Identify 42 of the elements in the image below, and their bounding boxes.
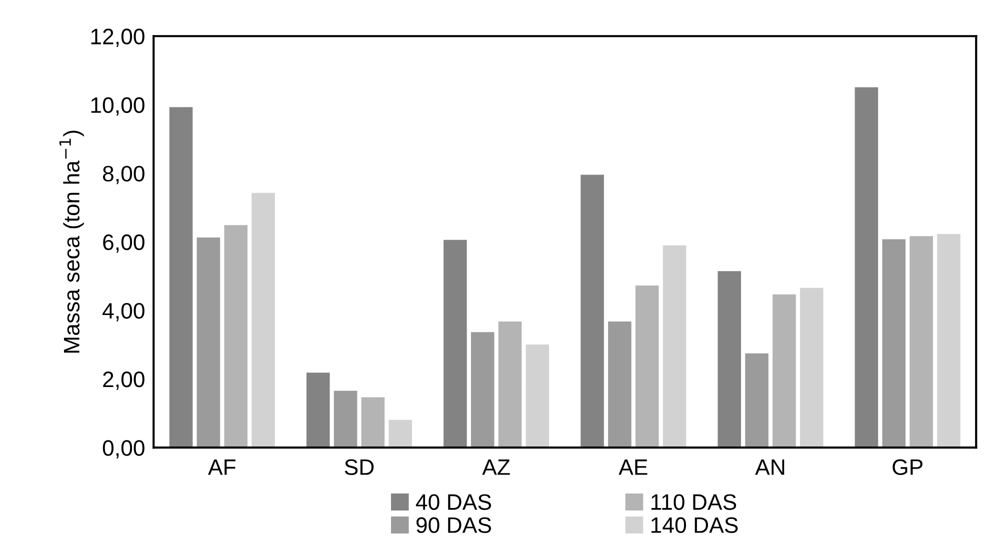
x-tick-label: SD	[344, 459, 374, 476]
bar	[936, 233, 962, 448]
bar	[470, 331, 496, 448]
bar	[498, 320, 523, 448]
bar	[333, 390, 358, 448]
bar	[634, 284, 660, 448]
bar	[168, 106, 194, 448]
y-tick-label: 12,00	[91, 28, 144, 48]
bar	[744, 352, 770, 448]
legend-label: 40 DAS	[416, 494, 492, 510]
bar	[908, 235, 934, 448]
bar	[662, 244, 688, 448]
x-tick-label: GP	[892, 459, 922, 476]
y-tick-label: 4,00	[102, 302, 144, 322]
bar	[854, 86, 879, 448]
legend-label: 140 DAS	[651, 517, 738, 533]
bar	[607, 320, 632, 448]
y-tick-label: 6,00	[103, 234, 144, 253]
y-tick-label: 10,00	[91, 97, 144, 116]
x-tick-label: AZ	[482, 460, 510, 475]
bar	[306, 372, 331, 448]
bar	[881, 238, 906, 448]
y-tick-label: 2,00	[103, 372, 144, 390]
bar	[442, 239, 468, 448]
legend-label: 110 DAS	[651, 494, 736, 510]
legend-label: 90 DAS	[416, 517, 492, 533]
y-tick-label: 8,00	[102, 166, 144, 184]
bar	[360, 396, 386, 448]
bar	[772, 294, 797, 448]
y-tick-label: 0,00	[102, 440, 144, 458]
bar	[223, 224, 248, 448]
bar	[580, 174, 605, 448]
x-tick-label: AN	[755, 460, 784, 475]
bar	[716, 270, 742, 448]
bar	[388, 419, 413, 448]
bar	[799, 287, 824, 448]
bar	[250, 192, 276, 448]
bar	[196, 236, 221, 448]
bar	[524, 344, 550, 448]
x-tick-label: AE	[618, 460, 648, 475]
x-tick-label: AF	[208, 460, 236, 475]
y-axis-title: Massa seca (ton ha$^{−1}$)	[59, 130, 84, 353]
